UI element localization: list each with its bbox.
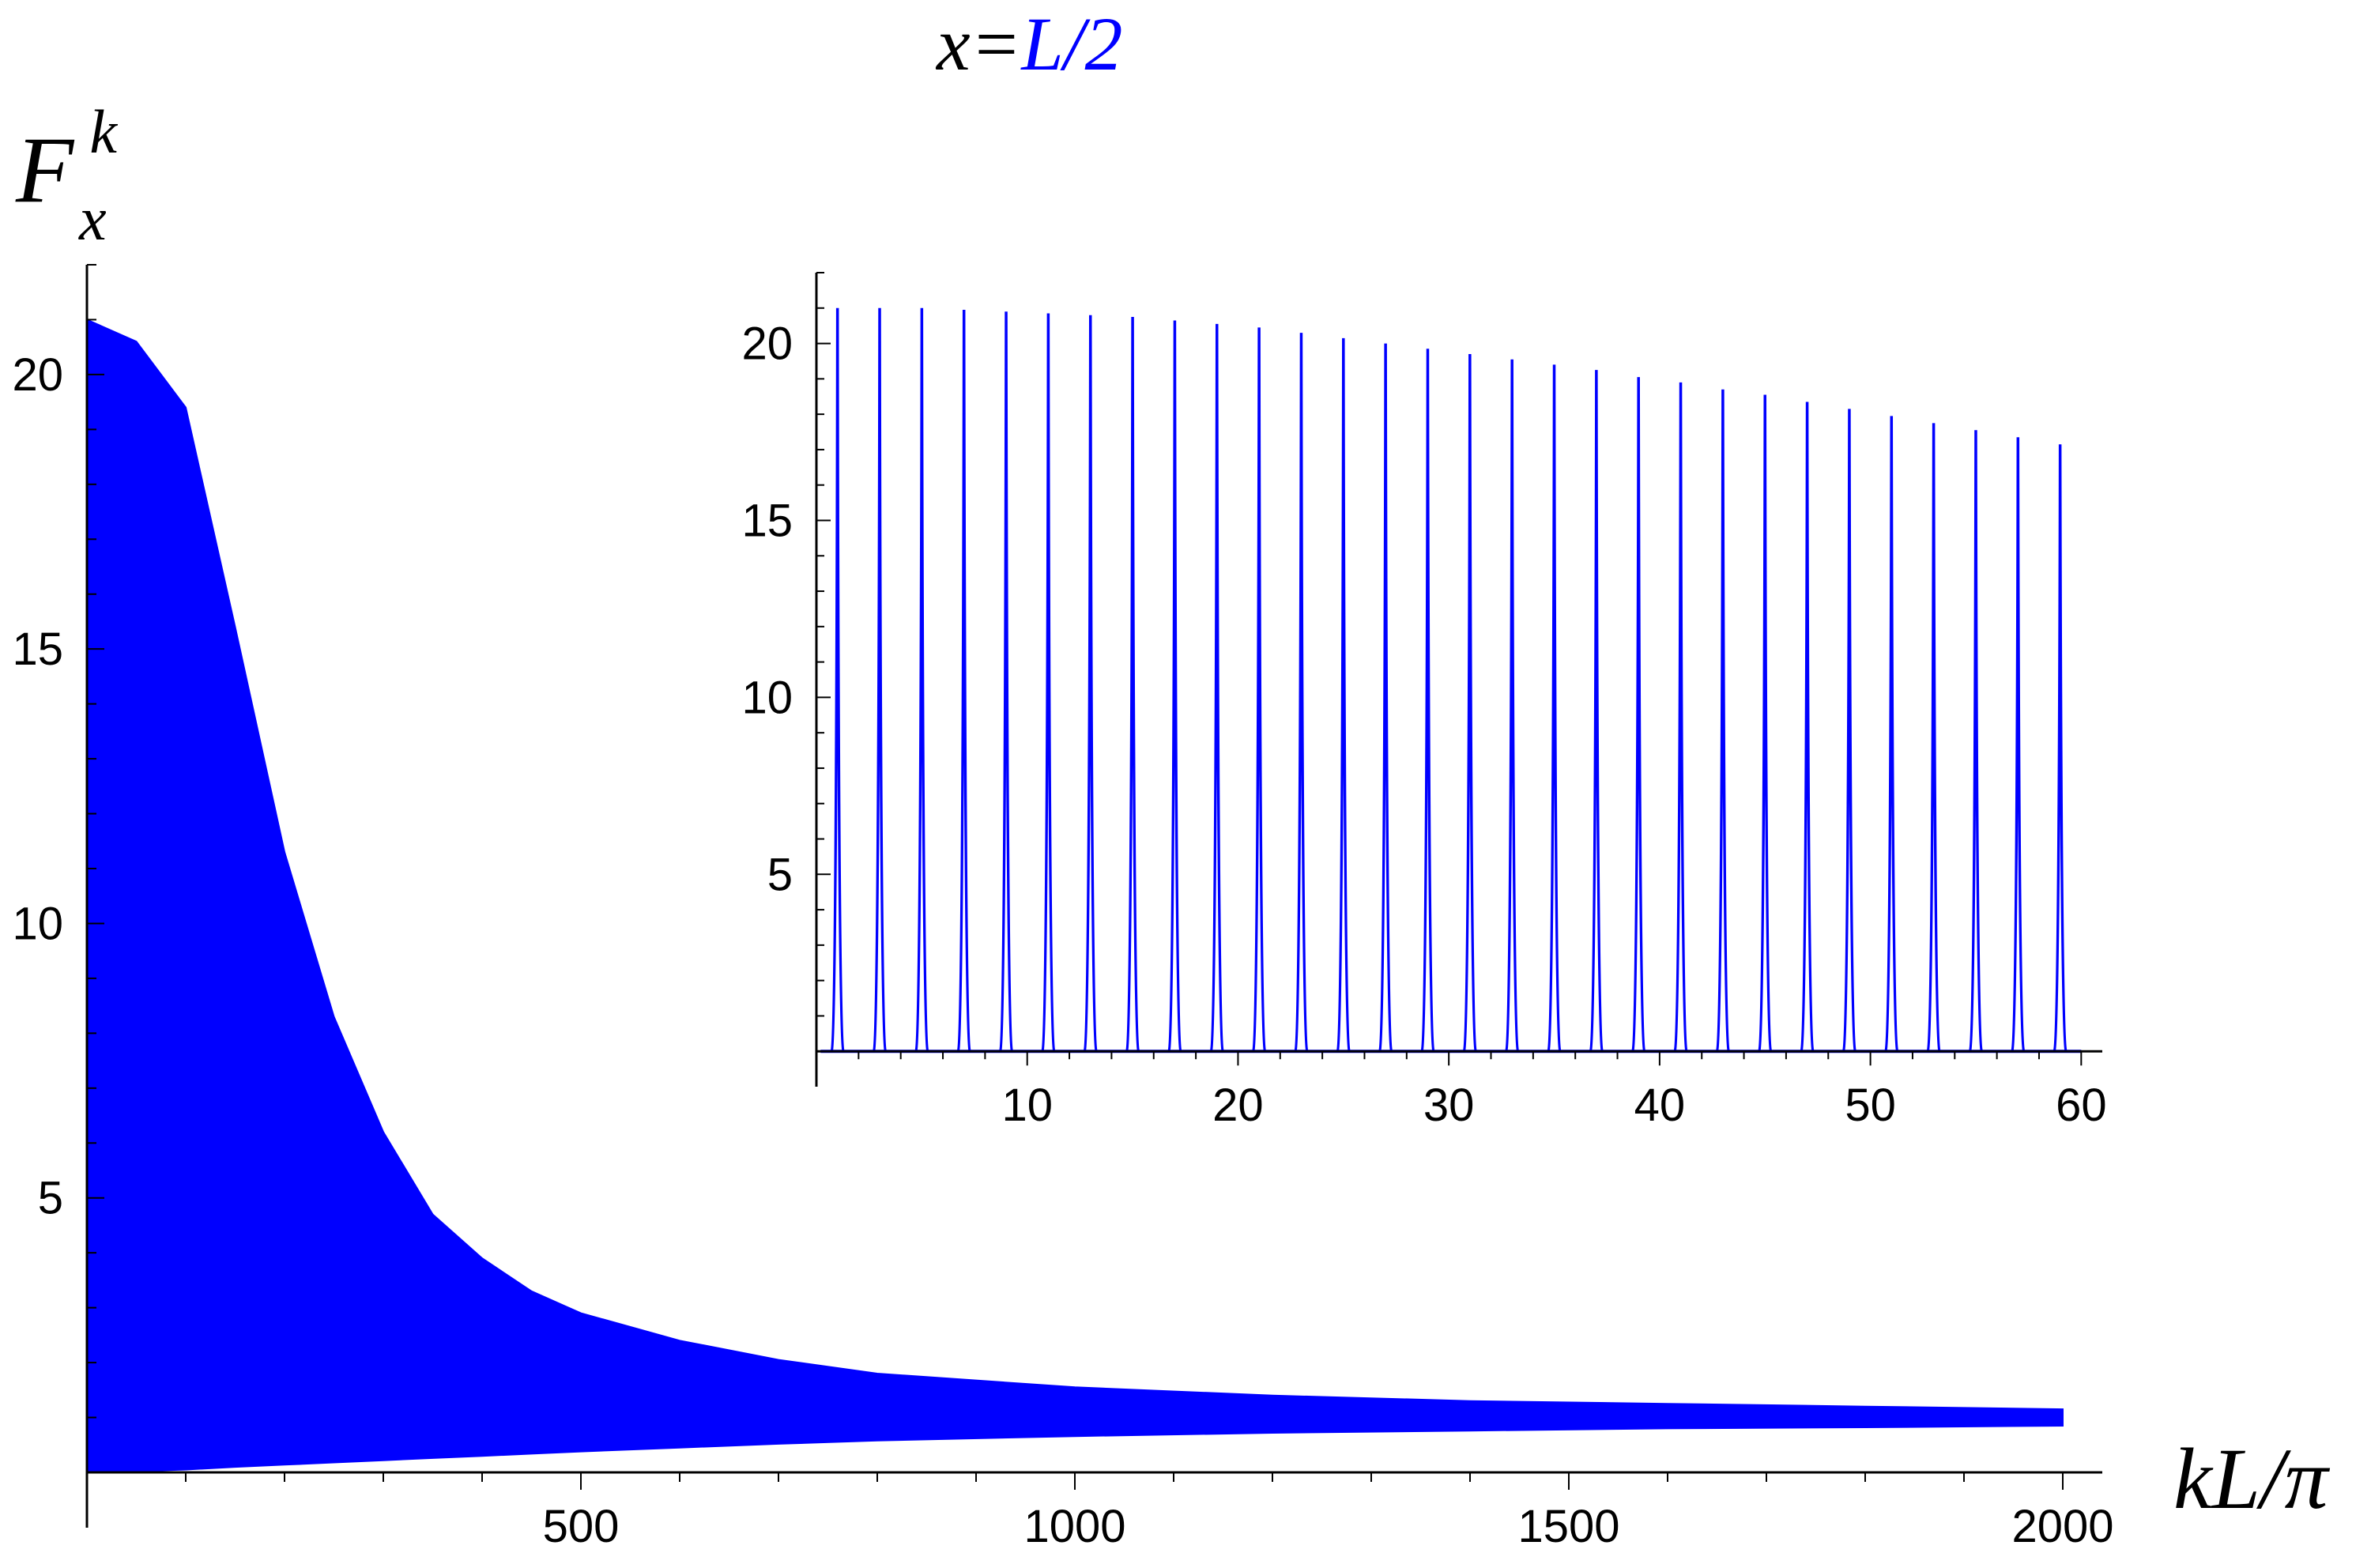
chart-title-x: x= <box>935 2 1021 86</box>
inset-peak <box>1294 333 1309 1053</box>
inset-peak <box>956 310 971 1053</box>
inset-peak <box>1420 349 1435 1053</box>
inset-peak <box>1715 389 1731 1053</box>
inset-peak <box>1589 370 1604 1053</box>
inset-peak <box>1631 377 1646 1053</box>
inset-peak <box>1505 359 1520 1053</box>
inset-peak <box>1462 353 1477 1053</box>
main-y-tick-label: 20 <box>12 349 63 401</box>
inset-y-tick-label: 10 <box>741 672 793 723</box>
y-axis-label-main: F <box>15 117 75 222</box>
inset-peak <box>998 311 1014 1053</box>
inset-peak <box>1926 423 1941 1053</box>
inset-peak <box>1758 394 1773 1053</box>
y-axis-label: F k x <box>15 68 141 253</box>
y-axis-label-sub: x <box>78 184 107 253</box>
inset-peak <box>1167 320 1182 1053</box>
inset-peak <box>2052 444 2068 1053</box>
inset-peak <box>1125 316 1140 1053</box>
main-x-tick-label: 1500 <box>1517 1501 1619 1552</box>
inset-peak <box>830 307 845 1053</box>
inset-x-tick-label: 20 <box>1212 1080 1264 1131</box>
inset-peak <box>1378 343 1393 1053</box>
main-x-tick-label: 500 <box>543 1501 620 1552</box>
inset-peak <box>1209 323 1224 1053</box>
main-y-tick-label: 5 <box>38 1173 63 1224</box>
inset-peak <box>1968 430 1984 1053</box>
inset-y-tick-label: 15 <box>741 495 793 546</box>
main-plot: 500 1000 1500 2000 5 10 15 20 <box>12 264 2114 1552</box>
inset-x-tick-label: 50 <box>1845 1080 1896 1131</box>
main-envelope-area <box>86 318 2064 1474</box>
inset-peak <box>1041 313 1056 1053</box>
inset-peak <box>1884 416 1899 1053</box>
inset-peak <box>1083 315 1098 1053</box>
inset-peak <box>1547 364 1562 1053</box>
x-axis-label: kL/π <box>2173 1430 2331 1527</box>
inset-peak <box>2011 437 2026 1053</box>
chart-title: x=L/2 <box>935 2 1122 86</box>
chart-title-value: L/2 <box>1020 2 1122 86</box>
inset-plot: 10 20 30 40 50 60 5 10 15 20 <box>741 272 2107 1131</box>
inset-peak <box>1336 337 1351 1053</box>
y-axis-label-sup: k <box>89 97 118 166</box>
inset-peak <box>914 307 929 1053</box>
inset-x-tick-label: 60 <box>2056 1080 2107 1131</box>
main-x-tick-label: 2000 <box>2011 1501 2113 1552</box>
inset-peak <box>1841 409 1857 1053</box>
main-x-tick-label: 1000 <box>1023 1501 1125 1552</box>
inset-x-tick-label: 40 <box>1634 1080 1686 1131</box>
inset-peak <box>1673 382 1688 1053</box>
inset-x-tick-label: 10 <box>1001 1080 1053 1131</box>
inset-peak <box>1251 327 1267 1053</box>
inset-y-tick-label: 20 <box>741 318 793 370</box>
inset-x-tick-label: 30 <box>1423 1080 1475 1131</box>
inset-peak <box>872 307 888 1053</box>
main-y-tick-label: 15 <box>12 624 63 675</box>
inset-peak <box>1800 401 1815 1053</box>
main-y-tick-label: 10 <box>12 898 63 949</box>
inset-y-tick-label: 5 <box>767 849 793 900</box>
